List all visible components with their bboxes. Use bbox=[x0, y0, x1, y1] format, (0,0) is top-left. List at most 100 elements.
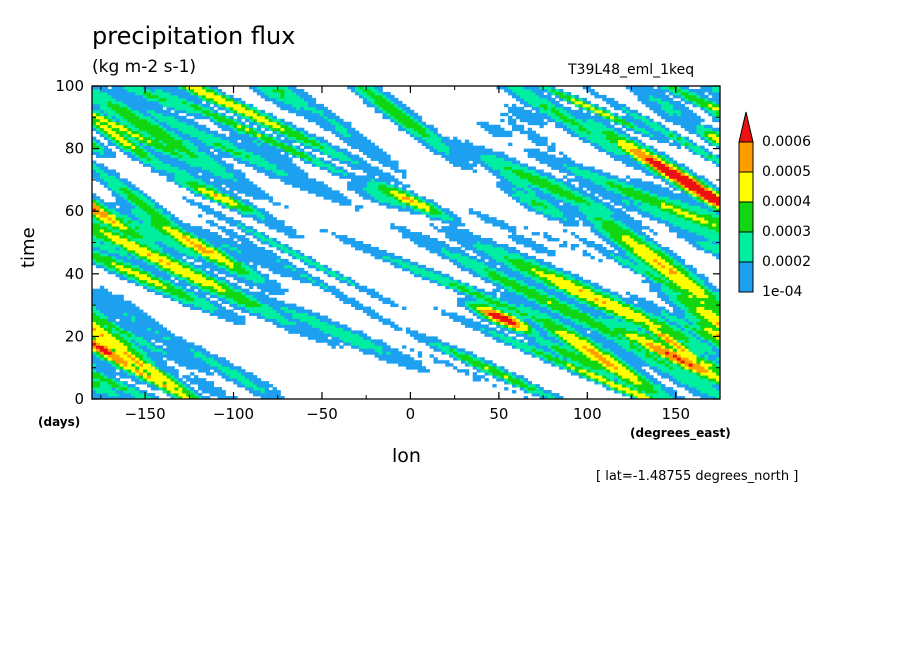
field-cell bbox=[696, 324, 701, 328]
field-cell bbox=[519, 321, 525, 325]
field-cell bbox=[672, 264, 678, 269]
field-cell bbox=[233, 288, 238, 293]
field-cell bbox=[523, 318, 529, 322]
field-cell bbox=[358, 306, 364, 310]
field-cell bbox=[347, 279, 352, 284]
field-cell bbox=[684, 336, 689, 340]
field-cell bbox=[292, 324, 297, 328]
field-cell bbox=[229, 300, 234, 305]
field-cell bbox=[614, 357, 619, 361]
field-cell bbox=[637, 378, 642, 382]
field-cell bbox=[590, 288, 595, 293]
field-cell bbox=[457, 255, 462, 260]
field-cell bbox=[229, 303, 234, 307]
field-cell bbox=[178, 378, 183, 382]
field-cell bbox=[563, 300, 568, 305]
field-cell bbox=[653, 366, 658, 370]
field-cell bbox=[123, 270, 128, 275]
field-cell bbox=[668, 264, 674, 269]
field-cell bbox=[272, 264, 277, 269]
field-cell bbox=[103, 327, 109, 331]
field-cell bbox=[241, 273, 246, 278]
field-cell bbox=[111, 300, 116, 305]
field-cell bbox=[645, 393, 650, 397]
field-cell bbox=[99, 294, 105, 299]
field-cell bbox=[500, 330, 505, 334]
field-cell bbox=[519, 378, 525, 382]
field-cell bbox=[676, 324, 682, 328]
field-cell bbox=[614, 381, 619, 385]
field-cell bbox=[515, 345, 521, 349]
field-cell bbox=[508, 282, 513, 287]
field-cell bbox=[680, 381, 686, 385]
field-cell bbox=[111, 270, 116, 275]
field-cell bbox=[150, 267, 156, 272]
field-cell bbox=[531, 327, 536, 331]
field-cell bbox=[213, 309, 219, 313]
field-cell bbox=[382, 342, 387, 346]
field-cell bbox=[508, 372, 513, 376]
field-cell bbox=[508, 249, 513, 254]
field-cell bbox=[107, 258, 113, 263]
field-cell bbox=[194, 241, 199, 245]
field-cell bbox=[217, 309, 222, 313]
field-cell bbox=[303, 255, 309, 260]
field-cell bbox=[272, 255, 277, 260]
field-cell bbox=[661, 384, 666, 388]
field-cell bbox=[661, 282, 666, 287]
field-cell bbox=[492, 312, 497, 316]
field-cell bbox=[92, 324, 97, 328]
field-cell bbox=[249, 306, 254, 310]
field-cell bbox=[531, 300, 536, 305]
field-cell bbox=[696, 279, 701, 284]
field-cell bbox=[539, 387, 544, 391]
field-cell bbox=[551, 297, 556, 302]
field-cell bbox=[268, 318, 273, 322]
field-cell bbox=[143, 315, 148, 319]
field-cell bbox=[119, 300, 124, 305]
field-cell bbox=[92, 336, 97, 340]
field-cell bbox=[354, 330, 360, 334]
field-cell bbox=[323, 288, 328, 293]
field-cell bbox=[150, 375, 156, 379]
field-cell bbox=[103, 306, 109, 310]
field-cell bbox=[260, 306, 266, 310]
field-cell bbox=[511, 381, 517, 385]
field-cell bbox=[131, 393, 136, 397]
field-cell bbox=[484, 249, 489, 254]
field-cell bbox=[123, 387, 128, 391]
field-cell bbox=[158, 369, 164, 373]
field-cell bbox=[625, 312, 631, 316]
field-cell bbox=[296, 306, 301, 310]
field-cell bbox=[374, 339, 379, 343]
field-cell bbox=[135, 276, 140, 281]
field-cell bbox=[688, 339, 693, 343]
field-cell bbox=[566, 324, 572, 328]
field-cell bbox=[197, 273, 203, 278]
field-cell bbox=[468, 306, 474, 310]
field-cell bbox=[610, 375, 615, 379]
field-cell bbox=[131, 276, 136, 281]
field-cell bbox=[386, 300, 391, 305]
field-cell bbox=[527, 276, 532, 281]
field-cell bbox=[692, 291, 697, 296]
field-cell bbox=[146, 333, 152, 337]
field-cell bbox=[543, 393, 548, 397]
field-cell bbox=[515, 297, 521, 302]
field-cell bbox=[578, 300, 584, 305]
field-cell bbox=[186, 345, 191, 349]
field-cell bbox=[143, 354, 148, 358]
field-cell bbox=[460, 315, 466, 319]
field-cell bbox=[551, 270, 556, 275]
field-cell bbox=[197, 270, 203, 275]
field-cell bbox=[201, 270, 207, 275]
field-cell bbox=[437, 342, 442, 346]
field-cell bbox=[174, 243, 179, 248]
field-cell bbox=[331, 339, 336, 343]
field-cell bbox=[95, 381, 101, 385]
field-cell bbox=[665, 354, 670, 358]
field-cell bbox=[260, 294, 266, 299]
field-cell bbox=[629, 294, 635, 299]
field-cell bbox=[547, 390, 552, 394]
field-cell bbox=[504, 279, 509, 284]
